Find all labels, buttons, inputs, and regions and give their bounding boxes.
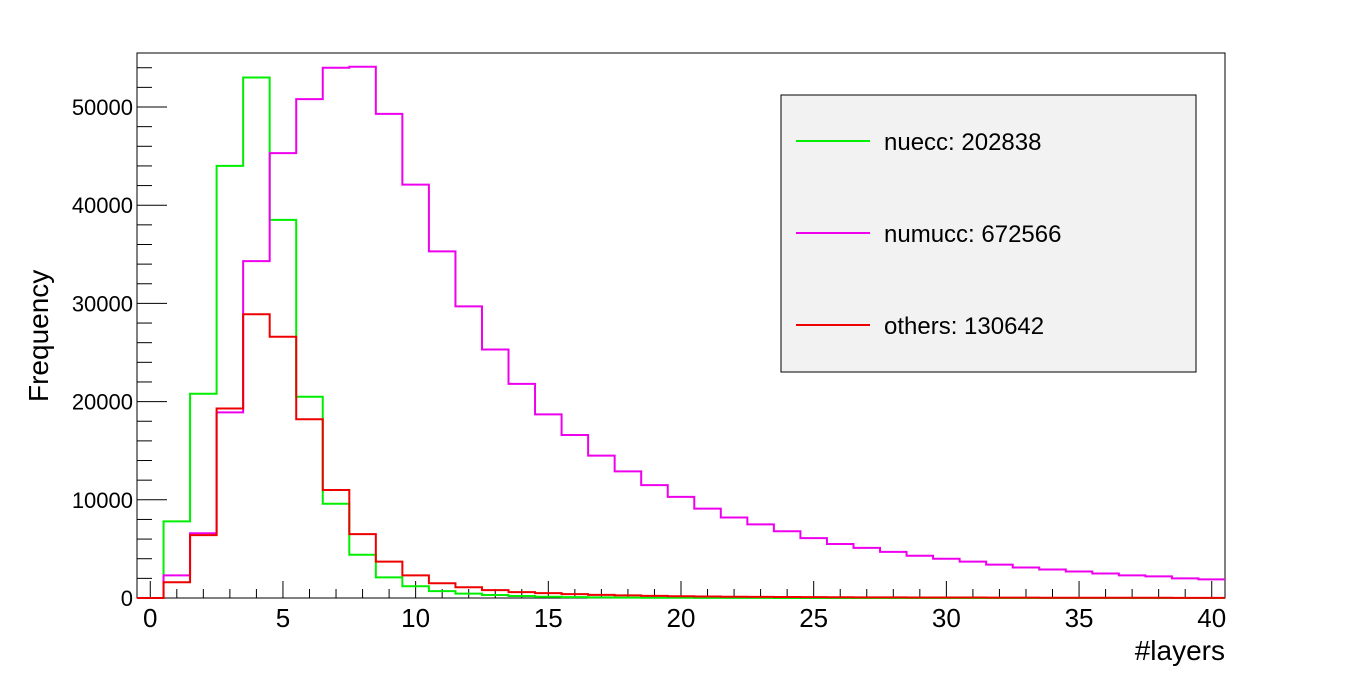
x-tick-label: 20 — [667, 603, 696, 633]
legend-label-nuecc: nuecc: 202838 — [884, 129, 1041, 156]
x-tick-label: 35 — [1065, 603, 1094, 633]
x-axis-title: #layers — [1135, 635, 1225, 666]
y-tick-label: 0 — [121, 586, 133, 611]
x-tick-label: 40 — [1197, 603, 1226, 633]
legend-label-numucc: numucc: 672566 — [884, 221, 1061, 248]
x-tick-label: 0 — [143, 603, 157, 633]
x-tick-label: 5 — [276, 603, 290, 633]
x-tick-label: 25 — [799, 603, 828, 633]
x-tick-label: 10 — [401, 603, 430, 633]
x-axis-ticks: 0 5 10 15 20 25 30 35 40 — [143, 581, 1226, 633]
y-tick-label: 10000 — [72, 488, 133, 513]
histogram-numucc — [137, 65, 1225, 599]
legend-label-others: others: 130642 — [884, 313, 1044, 340]
legend: nuecc: 202838 numucc: 672566 others: 130… — [780, 94, 1197, 373]
y-tick-label: 20000 — [72, 390, 133, 415]
histogram-others — [137, 313, 1225, 599]
y-tick-label: 30000 — [72, 291, 133, 316]
x-tick-label: 30 — [932, 603, 961, 633]
y-axis-ticks: 0 10000 20000 30000 40000 50000 — [72, 67, 167, 611]
y-tick-label: 50000 — [72, 95, 133, 120]
y-axis-title: Frequency — [23, 270, 54, 402]
x-tick-label: 15 — [534, 603, 563, 633]
y-tick-label: 40000 — [72, 193, 133, 218]
histogram-series — [137, 65, 1225, 599]
